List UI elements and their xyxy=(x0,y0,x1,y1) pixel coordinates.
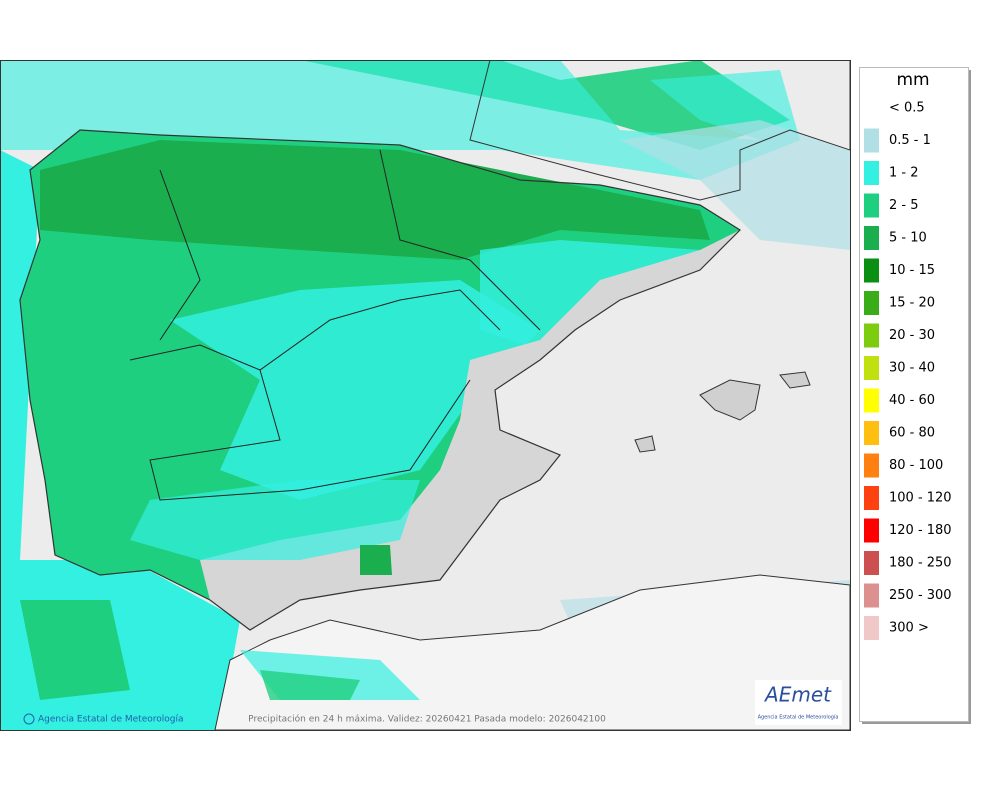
legend-label: 1 - 2 xyxy=(889,166,919,181)
legend-label: 2 - 5 xyxy=(889,198,919,213)
legend-swatch xyxy=(864,356,879,380)
legend-swatch xyxy=(864,421,879,445)
legend-swatch xyxy=(864,128,879,153)
legend-swatch xyxy=(864,258,879,283)
legend-swatch xyxy=(864,291,879,315)
legend-swatch xyxy=(864,551,879,575)
legend-label: 40 - 60 xyxy=(889,393,935,408)
legend-label: 20 - 30 xyxy=(889,328,935,343)
legend-label: 0.5 - 1 xyxy=(889,133,931,148)
legend-swatch xyxy=(864,193,879,218)
legend-label: 60 - 80 xyxy=(889,426,935,441)
legend-swatch xyxy=(864,323,879,348)
legend-label: 5 - 10 xyxy=(889,231,927,246)
legend-swatch xyxy=(864,388,879,413)
legend-label: 10 - 15 xyxy=(889,263,935,278)
legend-items: < 0.5 0.5 - 1 1 - 2 2 - 5 5 - 10 10 - 15 15 - … xyxy=(864,101,952,640)
copyright-icon xyxy=(23,713,35,725)
legend-label: 180 - 250 xyxy=(889,556,952,571)
legend-title: mm xyxy=(896,70,929,90)
logo: AEmet xyxy=(763,683,832,707)
legend-label: 250 - 300 xyxy=(889,588,952,603)
legend-label: 120 - 180 xyxy=(889,523,952,538)
legend-label: < 0.5 xyxy=(889,101,925,116)
footer-center: Precipitación en 24 h máxima. Validez: 2… xyxy=(248,714,606,725)
legend-label: 30 - 40 xyxy=(889,361,935,376)
legend-label: 300 > xyxy=(889,621,929,636)
legend-swatch xyxy=(864,616,879,640)
legend-swatch xyxy=(864,518,879,543)
legend-swatch xyxy=(864,226,879,250)
legend-swatch xyxy=(864,453,879,478)
legend-label: 80 - 100 xyxy=(889,458,943,473)
legend-swatch xyxy=(864,486,879,510)
logo-subtitle: Agencia Estatal de Meteorología xyxy=(758,714,839,721)
legend-label: 100 - 120 xyxy=(889,491,952,506)
legend-swatch xyxy=(864,583,879,608)
logo-box xyxy=(755,680,842,725)
map xyxy=(1,60,850,730)
legend-label: 15 - 20 xyxy=(889,296,935,311)
footer-left: Agencia Estatal de Meteorología xyxy=(38,715,184,725)
legend-swatch xyxy=(864,161,879,185)
map-frame xyxy=(0,60,851,731)
